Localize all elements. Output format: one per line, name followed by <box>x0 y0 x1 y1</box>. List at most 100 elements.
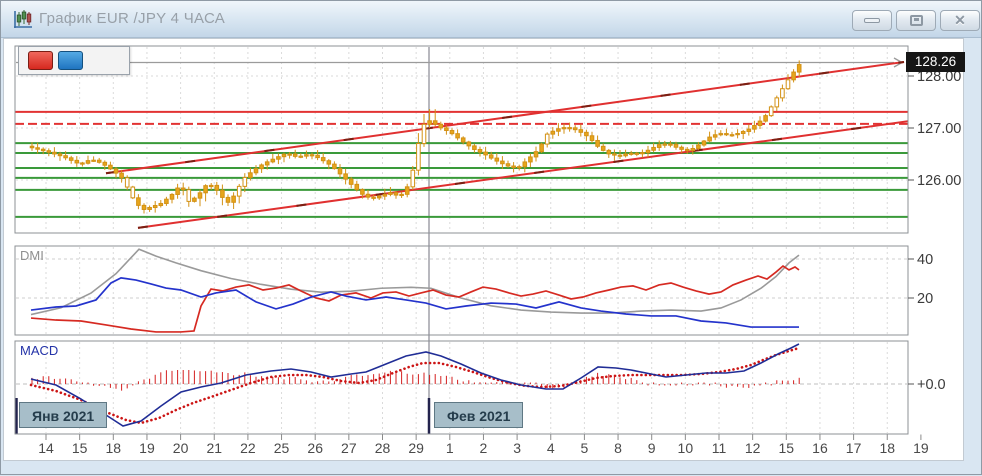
candle-body <box>124 177 130 188</box>
candle-body <box>320 157 326 162</box>
candle-body <box>561 127 567 130</box>
candle-body <box>724 133 729 136</box>
x-axis-label: 14 <box>38 440 54 456</box>
titlebar[interactable]: График EUR /JPY 4 ЧАСА ✕ <box>1 1 981 38</box>
candle-body <box>584 131 589 137</box>
candle-body <box>656 144 662 148</box>
candle-body <box>208 184 214 188</box>
candle-body <box>712 134 718 138</box>
tool-button-blue[interactable] <box>58 51 83 70</box>
candle-body <box>416 143 421 171</box>
candle-body <box>29 145 35 149</box>
candle-body <box>96 159 102 163</box>
x-axis-label: 18 <box>106 440 122 456</box>
dmi-adx-line <box>30 248 800 316</box>
candle-body <box>477 148 483 153</box>
candle-body <box>393 192 399 196</box>
x-axis-label: 20 <box>173 440 189 456</box>
candle-body <box>421 123 427 145</box>
x-axis-label: 29 <box>408 440 424 456</box>
price-axis-label: 127.00 <box>917 121 961 137</box>
candle-body <box>220 189 225 198</box>
candle-body <box>102 161 108 166</box>
candle-body <box>68 157 74 161</box>
candle-body <box>130 186 136 199</box>
macd-panel-label: MACD <box>20 343 59 358</box>
candle-body <box>214 184 220 191</box>
trendline-shade <box>137 120 909 229</box>
candle-body <box>315 154 320 159</box>
candle-body <box>197 192 203 199</box>
candle-body <box>701 140 707 146</box>
candle-body <box>410 169 416 188</box>
candle-body <box>186 189 192 202</box>
x-axis-label: 27 <box>341 440 357 456</box>
candle-body <box>472 145 477 150</box>
x-axis-label: 18 <box>879 440 895 456</box>
candle-body <box>287 153 292 156</box>
candle-body <box>141 204 147 210</box>
candle-body <box>455 133 460 139</box>
x-axis-label: 22 <box>240 440 256 456</box>
candle-body <box>388 192 393 195</box>
candle-body <box>729 134 735 137</box>
minimize-icon <box>864 18 880 23</box>
candle-body <box>539 143 544 153</box>
candle-body <box>80 162 85 165</box>
x-axis-label: 15 <box>779 440 795 456</box>
candle-body <box>57 153 63 157</box>
candle-body <box>673 143 679 148</box>
minimize-button[interactable] <box>852 10 892 31</box>
candle-body <box>528 156 533 163</box>
candle-body <box>735 132 740 136</box>
x-axis-label: 4 <box>547 440 555 456</box>
candle-body <box>192 197 197 202</box>
candle-body <box>651 146 656 151</box>
candle-body <box>572 127 578 131</box>
candle-body <box>248 172 253 178</box>
candle-body <box>707 136 712 142</box>
price-axis-label: 128.00 <box>917 69 961 85</box>
candle-body <box>544 133 550 145</box>
candle-body <box>348 178 354 185</box>
x-axis-label: 26 <box>307 440 323 456</box>
maximize-button[interactable] <box>896 10 936 31</box>
tool-button-red[interactable] <box>28 51 53 70</box>
candle-body <box>152 205 158 209</box>
x-axis-label: 1 <box>446 440 454 456</box>
candle-body <box>511 165 516 169</box>
candle-body <box>432 120 438 125</box>
close-icon: ✕ <box>954 12 966 28</box>
candlestick-chart-icon <box>14 10 32 28</box>
maximize-icon <box>909 15 923 26</box>
candle-body <box>175 187 180 195</box>
candle-body <box>236 185 242 197</box>
candle-body <box>365 193 371 198</box>
candle-body <box>567 127 572 130</box>
candle-body <box>332 163 337 170</box>
candle-body <box>427 120 432 125</box>
candle-body <box>399 193 404 197</box>
x-axis-label: 19 <box>139 440 155 456</box>
candle-body <box>438 123 444 129</box>
candle-body <box>382 193 388 197</box>
candle-body <box>533 151 539 158</box>
current-price-badge: 128.26 <box>906 52 965 72</box>
candle-body <box>690 148 696 152</box>
candle-body <box>276 156 281 160</box>
candle-body <box>600 145 606 151</box>
macd-axis-label: +0.0 <box>917 377 946 393</box>
candle-body <box>85 160 91 164</box>
month-badge-january: Янв 2021 <box>19 402 108 428</box>
candle-body <box>612 153 617 156</box>
candle-body <box>298 155 304 158</box>
x-axis-label: 9 <box>648 440 656 456</box>
x-axis-label: 16 <box>812 440 828 456</box>
x-axis-label: 3 <box>513 440 521 456</box>
candle-body <box>679 146 684 150</box>
close-button[interactable]: ✕ <box>940 10 980 31</box>
candle-body <box>684 148 690 152</box>
candle-body <box>785 79 791 90</box>
